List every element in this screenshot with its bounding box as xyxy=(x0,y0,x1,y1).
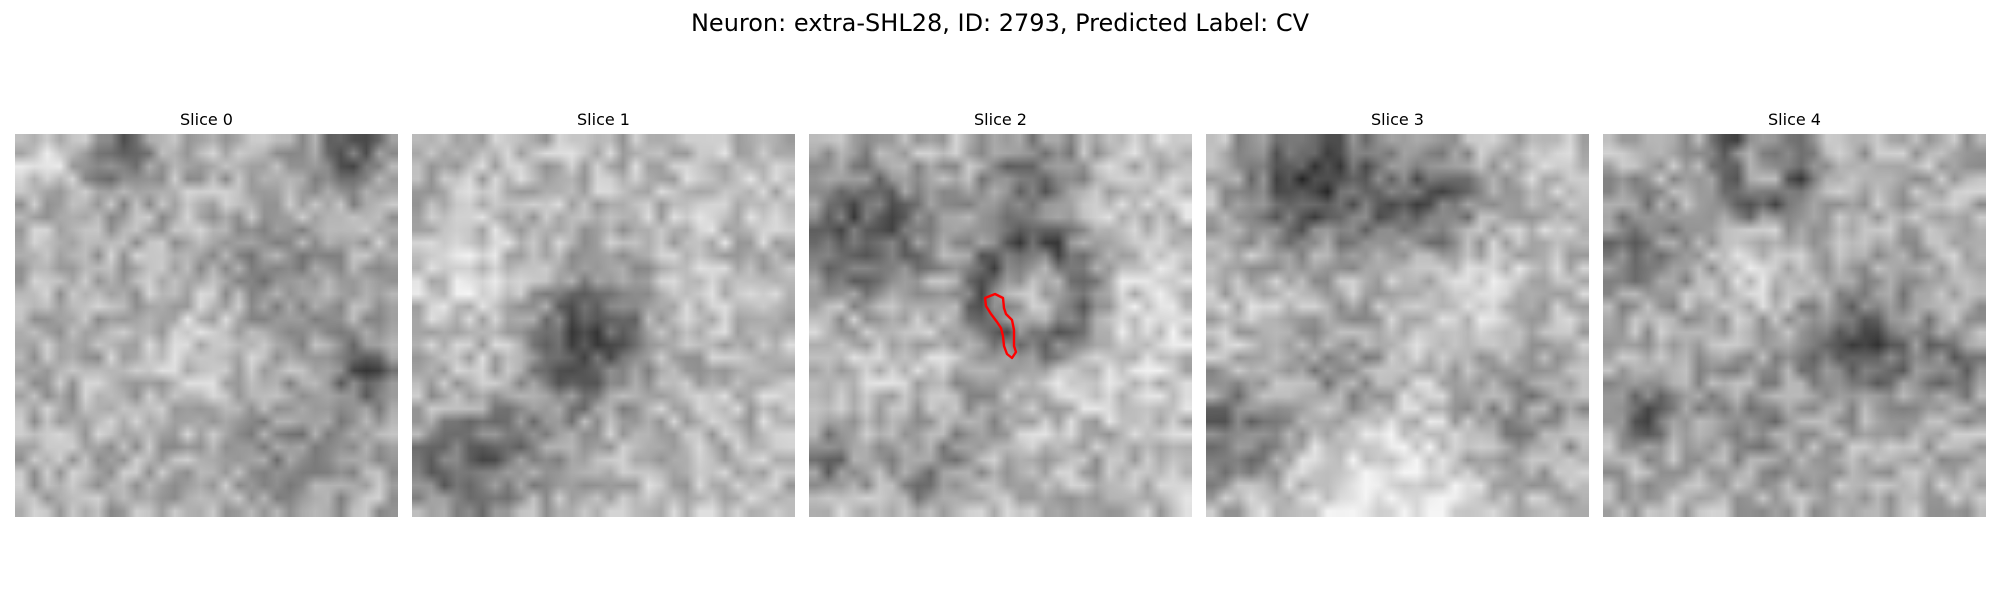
slice-panel-2: Slice 2 xyxy=(809,108,1192,517)
slice-title-1: Slice 1 xyxy=(577,110,630,129)
slice-image-1 xyxy=(412,134,795,517)
slice-panel-1: Slice 1 xyxy=(412,108,795,517)
slice-title-4: Slice 4 xyxy=(1768,110,1821,129)
slice-panel-0: Slice 0 xyxy=(15,108,398,517)
slice-title-0: Slice 0 xyxy=(180,110,233,129)
slice-title-2: Slice 2 xyxy=(974,110,1027,129)
slice-image-4 xyxy=(1603,134,1986,517)
slice-image-2 xyxy=(809,134,1192,517)
slice-panel-4: Slice 4 xyxy=(1603,108,1986,517)
slice-image-0 xyxy=(15,134,398,517)
slice-title-3: Slice 3 xyxy=(1371,110,1424,129)
slice-image-3 xyxy=(1206,134,1589,517)
figure-title: Neuron: extra-SHL28, ID: 2793, Predicted… xyxy=(690,9,1310,37)
slice-panel-3: Slice 3 xyxy=(1206,108,1589,517)
